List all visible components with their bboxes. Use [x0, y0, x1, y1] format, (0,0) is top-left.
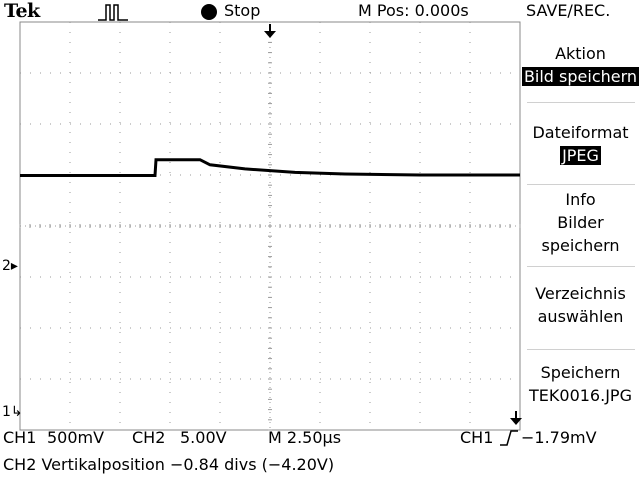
side-menu-directory-line1: Verzeichnis [535, 284, 626, 303]
trigger-time-marker-icon [510, 418, 522, 425]
side-menu-info-line2: Bilder [557, 213, 604, 232]
run-state-label: Stop [224, 1, 261, 20]
ch2-scale: 5.00V [180, 428, 227, 447]
brand-logo: Tek [4, 0, 40, 22]
status-message: CH2 Vertikalposition −0.84 divs (−4.20V) [3, 455, 335, 474]
side-menu-action-label: Aktion [555, 44, 606, 63]
horizontal-position: M Pos: 0.000s [358, 1, 469, 20]
pulse-trigger-icon [98, 4, 128, 21]
side-menu-info-line1: Info [565, 190, 596, 209]
ch1-label: CH1 [3, 428, 37, 447]
timebase: M 2.50µs [268, 428, 342, 447]
ch2-waveform [20, 158, 520, 177]
side-menu-info[interactable]: Info Bilder speichern [521, 188, 640, 257]
ch2-ground-marker: 2▸ [2, 258, 18, 274]
graticule-grid [19, 21, 521, 431]
side-menu-file-format-value: JPEG [560, 146, 601, 165]
run-state-icon [201, 4, 217, 20]
ch1-ground-marker: 1↳ [2, 404, 23, 420]
side-menu-action-value: Bild speichern [521, 67, 640, 86]
side-menu-file-format[interactable]: Dateiformat JPEG [521, 121, 640, 167]
side-menu-save[interactable]: Speichern TEK0016.JPG [521, 361, 640, 407]
side-menu-separator [527, 266, 635, 267]
side-menu: Aktion Bild speichern Dateiformat JPEG I… [521, 22, 640, 430]
trigger-level: −1.79mV [521, 428, 597, 447]
side-menu-separator [527, 349, 635, 350]
ch2-label: CH2 [132, 428, 166, 447]
side-menu-action[interactable]: Aktion Bild speichern [521, 42, 640, 88]
side-menu-separator [527, 184, 635, 185]
trigger-position-icon [264, 31, 276, 38]
ch1-marker-label: 1 [2, 404, 11, 420]
menu-title: SAVE/REC. [526, 1, 611, 20]
side-menu-directory-line2: auswählen [537, 307, 624, 326]
side-menu-separator [527, 102, 635, 103]
trigger-source: CH1 [460, 428, 494, 447]
ch2-marker-label: 2 [2, 258, 11, 274]
ch1-scale: 500mV [47, 428, 105, 447]
side-menu-file-format-label: Dateiformat [532, 123, 629, 142]
rising-edge-icon [500, 430, 518, 446]
side-menu-save-line1: Speichern [540, 363, 621, 382]
side-menu-directory[interactable]: Verzeichnis auswählen [521, 282, 640, 328]
side-menu-info-line3: speichern [541, 236, 620, 255]
side-menu-save-line2: TEK0016.JPG [529, 386, 632, 405]
